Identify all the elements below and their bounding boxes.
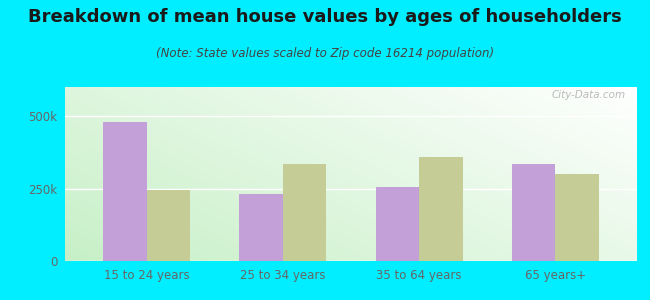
Bar xyxy=(376,187,419,261)
Bar xyxy=(147,190,190,261)
Bar xyxy=(555,174,599,261)
Text: (Note: State values scaled to Zip code 16214 population): (Note: State values scaled to Zip code 1… xyxy=(156,46,494,59)
Bar xyxy=(512,164,555,261)
Bar xyxy=(239,194,283,261)
Bar xyxy=(419,157,463,261)
Text: Breakdown of mean house values by ages of householders: Breakdown of mean house values by ages o… xyxy=(28,8,622,26)
Text: City-Data.com: City-Data.com xyxy=(551,91,625,100)
Bar xyxy=(283,164,326,261)
Bar xyxy=(103,122,147,261)
